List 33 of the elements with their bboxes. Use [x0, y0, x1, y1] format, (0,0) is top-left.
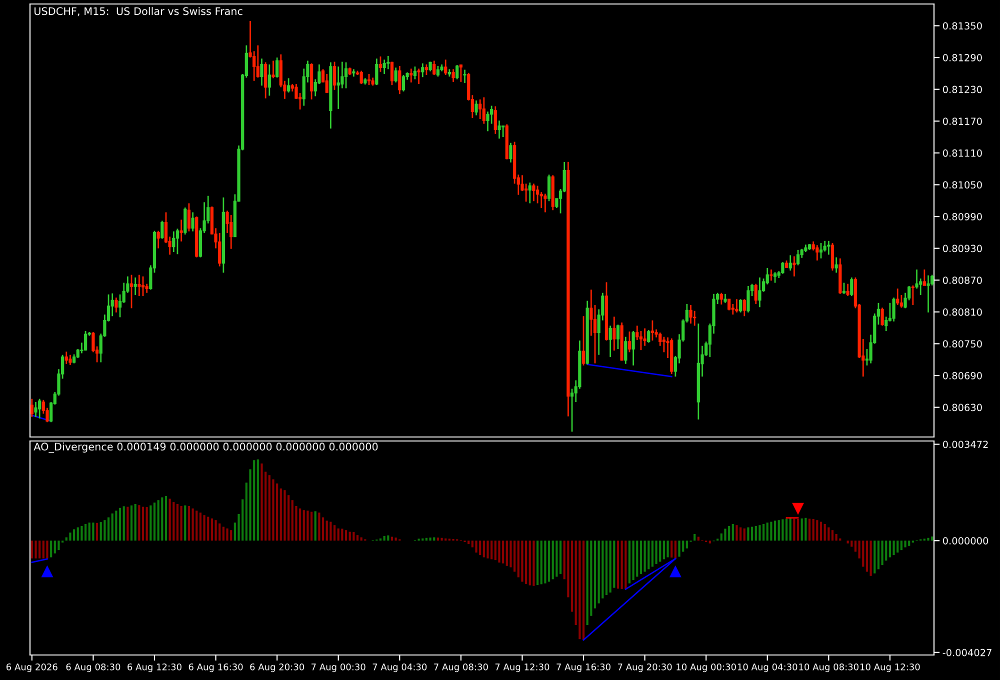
x-tick-label: 6 Aug 16:30	[188, 663, 243, 672]
x-tick-label: 6 Aug 2026	[6, 663, 58, 672]
y-tick-label: 0.81350	[942, 22, 982, 30]
x-tick-label: 10 Aug 04:30	[738, 663, 798, 672]
y-tick-label: 0.80990	[942, 213, 982, 220]
y-tick-label: 0.80930	[942, 244, 982, 252]
y-tick-label: 0.81230	[942, 86, 982, 94]
x-tick-label: 6 Aug 20:30	[250, 663, 304, 672]
y-tick-label: 0.000000	[942, 537, 988, 544]
y-tick-label: 0.80870	[942, 276, 982, 284]
y-tick-label: -0.004027	[942, 648, 992, 656]
y-tick-label: 0.80750	[942, 340, 982, 348]
y-tick-label: 0.81050	[942, 181, 982, 189]
y-tick-label: 0.80810	[942, 308, 982, 316]
chart-title: USDCHF, M15: US Dollar vs Swiss Franc	[34, 7, 242, 16]
y-tick-label: 0.81290	[942, 54, 982, 62]
x-tick-label: 7 Aug 08:30	[434, 663, 488, 672]
x-tick-label: 6 Aug 12:30	[128, 663, 182, 672]
x-tick-label: 7 Aug 04:30	[372, 663, 427, 672]
y-tick-label: 0.80690	[942, 372, 982, 380]
x-tick-label: 7 Aug 20:30	[618, 663, 672, 672]
x-tick-label: 7 Aug 00:30	[312, 663, 366, 672]
x-tick-label: 10 Aug 12:30	[860, 663, 920, 672]
x-tick-label: 7 Aug 16:30	[556, 663, 610, 672]
y-tick-label: 0.80630	[942, 404, 982, 412]
y-tick-label: 0.003472	[942, 440, 988, 448]
y-tick-label: 0.81170	[942, 118, 982, 125]
y-tick-label: 0.81110	[942, 149, 982, 157]
x-tick-label: 7 Aug 12:30	[495, 663, 550, 672]
chart-title: AO_Divergence 0.000149 0.000000 0.000000 0.000000 0.000000	[34, 442, 378, 453]
x-tick-label: 10 Aug 00:30	[676, 663, 736, 672]
x-tick-label: 6 Aug 08:30	[66, 663, 120, 672]
x-tick-label: 10 Aug 08:30	[799, 663, 858, 672]
